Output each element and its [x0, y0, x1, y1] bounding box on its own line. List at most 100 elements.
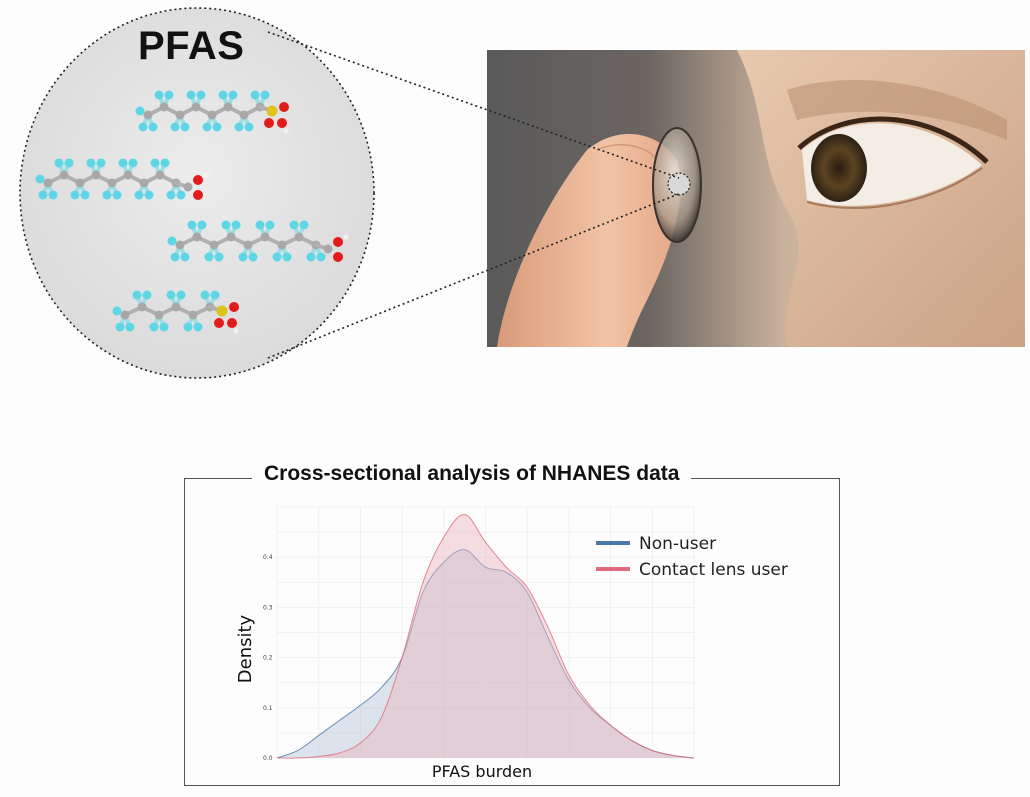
oxygen-atom	[333, 252, 343, 262]
fluorine-atom	[148, 122, 158, 132]
hydrogen-atom	[203, 172, 209, 178]
oxygen-atom	[214, 318, 224, 328]
oxygen-atom	[227, 318, 237, 328]
fluorine-atom	[70, 190, 80, 200]
fluorine-atom	[187, 220, 197, 230]
chart-title: Cross-sectional analysis of NHANES data	[252, 462, 692, 486]
oxygen-atom	[279, 102, 289, 112]
carbon-atom	[59, 170, 69, 180]
carbon-atom	[175, 110, 185, 120]
fluorine-atom	[196, 90, 206, 100]
fluorine-atom	[244, 122, 254, 132]
carbon-atom	[223, 102, 233, 112]
fluorine-atom	[231, 220, 241, 230]
fluorine-atom	[170, 252, 180, 262]
fluorine-atom	[265, 220, 275, 230]
fluorine-atom	[150, 158, 160, 168]
density-area-contact-lens-user	[277, 514, 694, 759]
y-tick-label: 0.2	[263, 655, 273, 662]
fluorine-atom	[197, 220, 207, 230]
oxygen-atom	[193, 175, 203, 185]
fluorine-atom	[316, 252, 326, 262]
eye-finger-illustration	[487, 50, 1025, 347]
fluorine-atom	[38, 190, 48, 200]
fluorine-atom	[202, 122, 212, 132]
fluorine-atom	[144, 190, 154, 200]
fluorine-atom	[214, 252, 224, 262]
y-tick-label: 0.3	[263, 604, 273, 611]
carbon-atom	[123, 170, 133, 180]
fluorine-atom	[64, 158, 74, 168]
carbon-atom	[183, 182, 193, 192]
fluorine-atom	[255, 220, 265, 230]
fluorine-atom	[238, 252, 248, 262]
fluorine-atom	[282, 252, 292, 262]
fluorine-atom	[128, 158, 138, 168]
carbon-atom	[154, 310, 164, 320]
chart-legend: Non-user Contact lens user	[596, 534, 788, 580]
fluorine-atom	[112, 190, 122, 200]
chart-grid	[276, 506, 695, 759]
carbon-atom	[277, 240, 287, 250]
carbon-atom	[191, 102, 201, 112]
fluorine-atom	[134, 190, 144, 200]
carbon-atom	[155, 170, 165, 180]
carbon-atom	[107, 178, 117, 188]
fluorine-atom	[125, 322, 135, 332]
fluorine-atom	[86, 158, 96, 168]
carbon-atom	[175, 240, 185, 250]
fluorine-atom	[54, 158, 64, 168]
fluorine-atom	[112, 306, 122, 316]
fluorine-atom	[186, 90, 196, 100]
fluorine-atom	[180, 122, 190, 132]
fluorine-atom	[164, 90, 174, 100]
fluorine-atom	[142, 290, 152, 300]
fluorine-atom	[160, 158, 170, 168]
fluorine-atom	[234, 122, 244, 132]
fluorine-atom	[96, 158, 106, 168]
fluorine-atom	[170, 122, 180, 132]
density-areas	[276, 514, 695, 759]
fluorine-atom	[115, 322, 125, 332]
y-tick-label: 0.1	[263, 705, 273, 712]
fluorine-atom	[221, 220, 231, 230]
carbon-atom	[294, 232, 304, 242]
hydrogen-atom	[283, 128, 289, 134]
fluorine-atom	[48, 190, 58, 200]
carbon-atom	[143, 110, 153, 120]
carbon-atom	[120, 310, 130, 320]
fluorine-atom	[183, 322, 193, 332]
fluorine-atom	[212, 122, 222, 132]
fluorine-atom	[210, 290, 220, 300]
fluorine-atom	[218, 90, 228, 100]
fluorine-atom	[299, 220, 309, 230]
y-tick-label: 0.0	[263, 755, 273, 762]
fluorine-atom	[138, 122, 148, 132]
density-chart: 0.0 0.1 0.2 0.3 0.4 Density PFAS burden Non-…	[235, 506, 788, 781]
fluorine-atom	[204, 252, 214, 262]
carbon-atom	[171, 302, 181, 312]
x-axis-label: PFAS burden	[432, 762, 532, 781]
fluorine-atom	[80, 190, 90, 200]
carbon-atom	[323, 244, 333, 254]
carbon-atom	[207, 110, 217, 120]
carbon-atom	[75, 178, 85, 188]
fluorine-atom	[35, 174, 45, 184]
carbon-atom	[43, 178, 53, 188]
carbon-atom	[260, 232, 270, 242]
sulfur-atom	[266, 105, 278, 117]
carbon-atom	[226, 232, 236, 242]
fluorine-atom	[180, 252, 190, 262]
fluorine-atom	[166, 190, 176, 200]
iris	[811, 134, 867, 202]
sulfur-atom	[216, 305, 228, 317]
contact-lens-photo	[487, 50, 1025, 347]
fluorine-atom	[200, 290, 210, 300]
fluorine-atom	[306, 252, 316, 262]
carbon-atom	[91, 170, 101, 180]
oxygen-atom	[333, 237, 343, 247]
fluorine-atom	[260, 90, 270, 100]
carbon-atom	[243, 240, 253, 250]
carbon-atom	[139, 178, 149, 188]
lens-zoom-spot	[667, 172, 691, 196]
